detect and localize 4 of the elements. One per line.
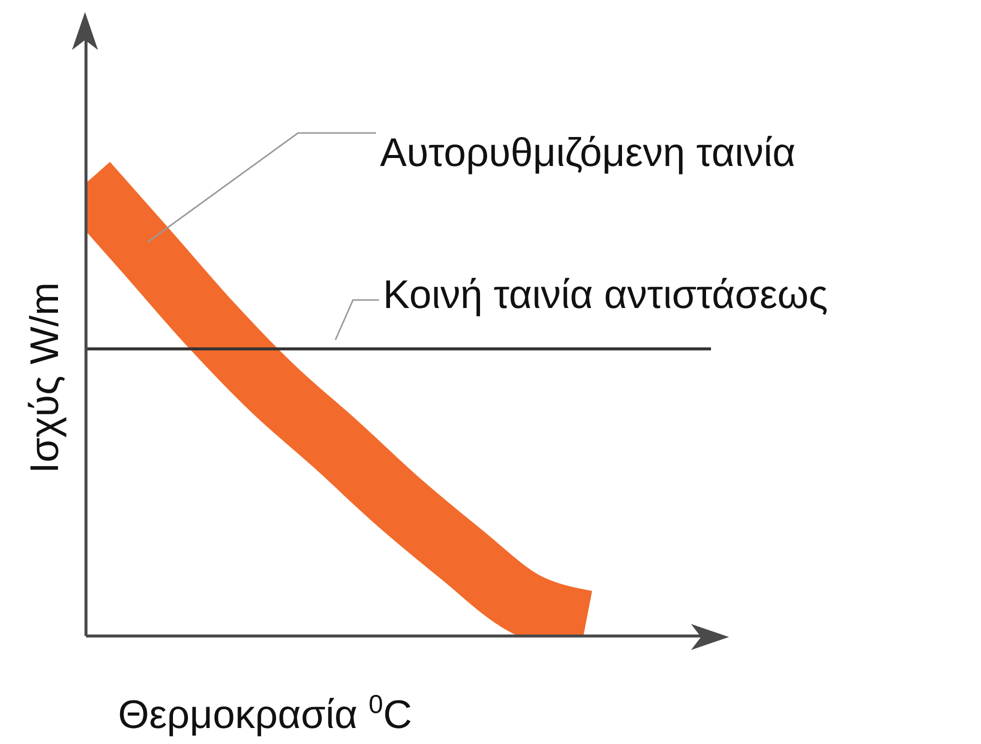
x-axis-title: Θερμοκρασία $^{0}$C [118, 689, 412, 737]
y-axis-title: Ισχύς W/m [23, 282, 67, 474]
series-label: Κοινή ταινία αντιστάσεως [383, 273, 828, 317]
text: Αυτορυθμιζόμενη ταινία [380, 131, 796, 175]
